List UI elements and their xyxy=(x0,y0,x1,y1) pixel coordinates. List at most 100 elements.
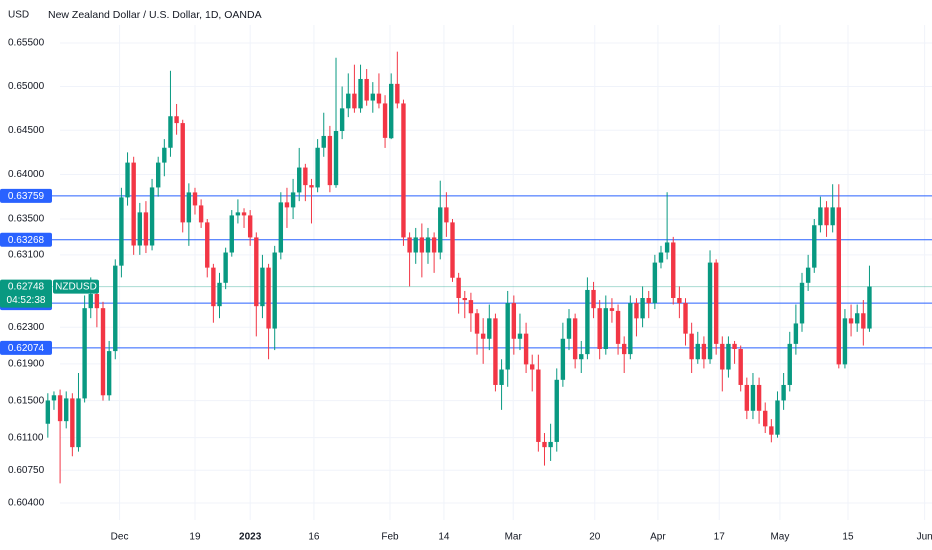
candle-body xyxy=(438,207,443,253)
candle-body xyxy=(646,298,651,304)
candle-body xyxy=(542,441,547,448)
candle-body xyxy=(198,205,204,223)
candle-body xyxy=(51,395,57,401)
candle-body xyxy=(388,83,394,139)
last-price-label: 0.62748 xyxy=(8,282,45,293)
candle-body xyxy=(505,303,510,370)
candle-body xyxy=(45,400,51,424)
candle-body xyxy=(162,147,167,163)
candle-body xyxy=(732,343,737,349)
candle-body xyxy=(309,185,314,188)
candle-body xyxy=(493,318,498,385)
candle-body xyxy=(615,310,621,344)
x-tick-label: Mar xyxy=(505,532,523,543)
candle-body xyxy=(266,267,271,329)
candle-body xyxy=(254,237,259,307)
candle-body xyxy=(82,308,87,399)
candle-body xyxy=(113,265,118,352)
x-tick-label: 15 xyxy=(842,532,854,543)
candle-body xyxy=(358,78,363,109)
levels xyxy=(52,195,932,349)
symbol-box xyxy=(53,279,99,294)
candle-body xyxy=(352,93,357,109)
candle-body xyxy=(842,318,848,365)
candle-body xyxy=(805,267,811,283)
candle-body xyxy=(327,135,333,186)
y-tick-label: 0.61100 xyxy=(8,432,44,443)
candle-body xyxy=(517,333,523,339)
candle-body xyxy=(628,303,633,355)
candle-body xyxy=(812,225,817,268)
candle-body xyxy=(186,192,192,223)
candle-body xyxy=(640,298,645,319)
candle-body xyxy=(848,318,854,324)
y-tick-label: 0.64500 xyxy=(8,125,45,136)
candle-body xyxy=(781,384,786,401)
candle-body xyxy=(793,323,799,344)
candle-body xyxy=(750,384,756,411)
candle-body xyxy=(321,135,326,148)
candle-body xyxy=(560,338,566,380)
candle-body xyxy=(818,207,823,226)
candle-body xyxy=(339,108,345,132)
candle-body xyxy=(217,282,222,307)
candle-body xyxy=(664,242,670,253)
candle-body xyxy=(677,298,682,304)
candle-body xyxy=(125,162,130,198)
candle-body xyxy=(695,343,700,360)
candle-body xyxy=(603,308,608,349)
candle-body xyxy=(763,410,768,427)
candle-body xyxy=(621,343,627,355)
x-tick-label: May xyxy=(770,532,789,543)
candle-body xyxy=(376,93,382,104)
candle-body xyxy=(861,313,866,329)
candle-body xyxy=(382,103,388,138)
candles xyxy=(45,51,872,484)
candle-body xyxy=(272,252,277,329)
candle-body xyxy=(419,237,425,253)
candle-body xyxy=(530,364,535,370)
candle-body xyxy=(284,202,290,208)
y-tick-label: 0.61500 xyxy=(8,395,45,406)
candle-body xyxy=(192,192,198,206)
candle-body xyxy=(720,343,725,370)
candle-body xyxy=(609,308,615,311)
candle-body xyxy=(511,303,517,339)
candle-body xyxy=(247,215,253,238)
candle-body xyxy=(149,187,155,246)
countdown: 04:52:38 xyxy=(7,295,46,306)
candle-body xyxy=(346,93,351,109)
x-tick-label: 14 xyxy=(438,532,450,543)
candle-body xyxy=(137,212,142,246)
candle-body xyxy=(100,308,106,396)
candle-body xyxy=(278,202,284,253)
candle-body xyxy=(652,262,658,304)
y-axis-unit: USD xyxy=(8,10,29,21)
candle-body xyxy=(744,384,750,411)
candle-body xyxy=(769,426,774,435)
candle-body xyxy=(756,384,762,411)
candle-body xyxy=(775,400,780,435)
x-tick-label: Feb xyxy=(381,532,399,543)
candle-body xyxy=(223,252,228,283)
candle-body xyxy=(548,441,553,448)
candle-body xyxy=(523,333,529,365)
y-tick-label: 0.63500 xyxy=(8,214,45,225)
candle-body xyxy=(487,318,492,339)
candle-body xyxy=(70,398,75,448)
level-label-box xyxy=(0,188,52,203)
candle-body xyxy=(241,212,247,216)
candle-body xyxy=(57,395,63,422)
candle-body xyxy=(572,318,578,360)
candle-body xyxy=(579,354,584,360)
candle-body xyxy=(854,313,860,324)
candle-body xyxy=(536,369,541,442)
candle-body xyxy=(235,212,241,216)
y-tick-label: 0.60750 xyxy=(8,465,45,476)
candle-body xyxy=(867,286,872,329)
candle-body xyxy=(499,369,504,385)
chart-title: New Zealand Dollar / U.S. Dollar, 1D, OA… xyxy=(48,9,262,21)
candle-body xyxy=(474,313,480,334)
